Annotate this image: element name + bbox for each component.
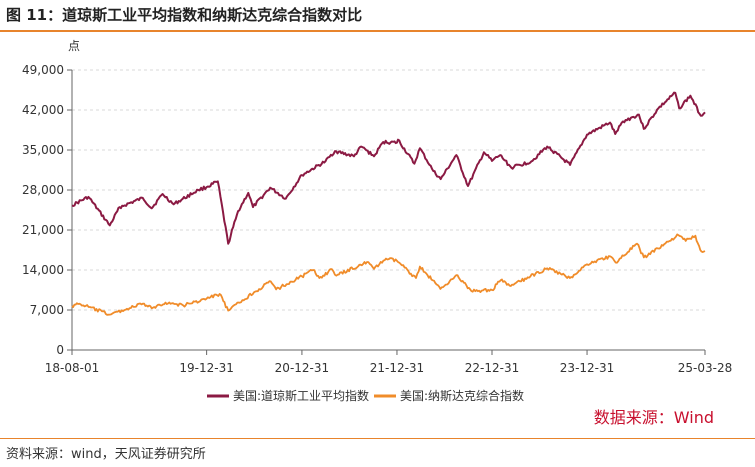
x-tick-label: 22-12-31 — [465, 361, 519, 375]
source-note: 资料来源：wind，天风证券研究所 — [6, 447, 206, 462]
watermark-text: 数据来源：Wind — [594, 408, 714, 427]
x-tick-label: 19-12-31 — [179, 361, 233, 375]
y-tick-label: 28,000 — [22, 183, 64, 197]
gridlines — [72, 69, 705, 311]
series-lines — [71, 91, 706, 316]
x-tick-label: 20-12-31 — [275, 361, 329, 375]
y-unit-label: 点 — [68, 39, 80, 53]
chart: 点 0 7,000 14,000 21,000 28,000 35,000 42,000 49… — [22, 39, 732, 427]
page-title: 图 11：道琼斯工业平均指数和纳斯达克综合指数对比 — [6, 6, 363, 24]
y-tick-label: 49,000 — [22, 63, 64, 77]
x-tick-label: 25-03-28 — [678, 361, 732, 375]
x-tick-label: 21-12-31 — [370, 361, 424, 375]
legend-label: 美国:道琼斯工业平均指数 — [233, 388, 369, 403]
y-tick-label: 35,000 — [22, 143, 64, 157]
y-tick-label: 21,000 — [22, 223, 64, 237]
y-tick-label: 14,000 — [22, 263, 64, 277]
dow-series-line — [71, 91, 706, 245]
x-tick-label: 23-12-31 — [560, 361, 614, 375]
y-tick-label: 0 — [56, 343, 64, 357]
axes: 0 7,000 14,000 21,000 28,000 35,000 42,000 49,0… — [22, 63, 732, 375]
source-divider — [0, 438, 755, 439]
legend: 美国:道琼斯工业平均指数 美国:纳斯达克综合指数 — [207, 388, 524, 403]
legend-label: 美国:纳斯达克综合指数 — [400, 388, 524, 403]
y-tick-label: 42,000 — [22, 103, 64, 117]
title-divider — [0, 30, 755, 32]
x-tick-label: 18-08-01 — [45, 361, 99, 375]
y-tick-label: 7,000 — [30, 303, 64, 317]
nasdaq-series-line — [71, 233, 706, 316]
